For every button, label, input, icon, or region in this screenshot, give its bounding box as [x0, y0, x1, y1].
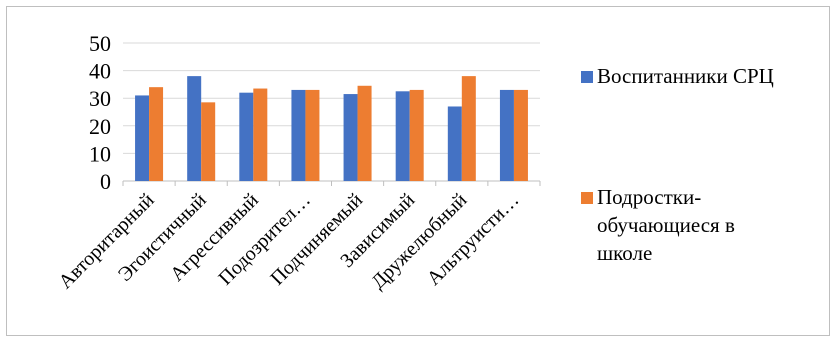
bar-1: [135, 95, 150, 181]
bar-2: [409, 89, 424, 181]
bar-1: [447, 106, 462, 181]
legend-label-2: обучающиеся в: [597, 213, 735, 237]
y-tick-label: 40: [89, 59, 111, 84]
y-tick-label: 50: [89, 31, 111, 56]
legend-swatch-2: [581, 192, 593, 204]
legend-label-2: школе: [597, 241, 652, 265]
bar-2: [357, 85, 372, 181]
legend-label-1: Воспитанники СРЦ: [597, 64, 774, 88]
bar-1: [343, 94, 358, 181]
chart-area: 01020304050АвторитарныйЭгоистичныйАгресс…: [54, 31, 774, 293]
bar-1: [239, 92, 254, 181]
bar-1: [499, 89, 514, 181]
bar-2: [461, 76, 476, 181]
bar-2: [305, 89, 320, 181]
bar-1: [291, 89, 306, 181]
x-category-label: Альтруисти…: [423, 189, 524, 290]
y-tick-label: 10: [89, 141, 111, 166]
y-tick-label: 30: [89, 86, 111, 111]
bar-2: [253, 88, 268, 181]
y-tick-label: 20: [89, 114, 111, 139]
chart-frame: 0 10 20 30 40 50 Авторитарный Эгоистичный Агресс…: [6, 6, 830, 336]
bar-2: [149, 87, 164, 181]
bar-2: [513, 89, 528, 181]
bar-1: [395, 91, 410, 181]
y-tick-label: 0: [100, 169, 111, 194]
bar-2: [201, 102, 216, 181]
legend-label-2: Подростки-: [597, 185, 701, 209]
legend-swatch-1: [581, 71, 593, 83]
bar-1: [187, 76, 202, 181]
